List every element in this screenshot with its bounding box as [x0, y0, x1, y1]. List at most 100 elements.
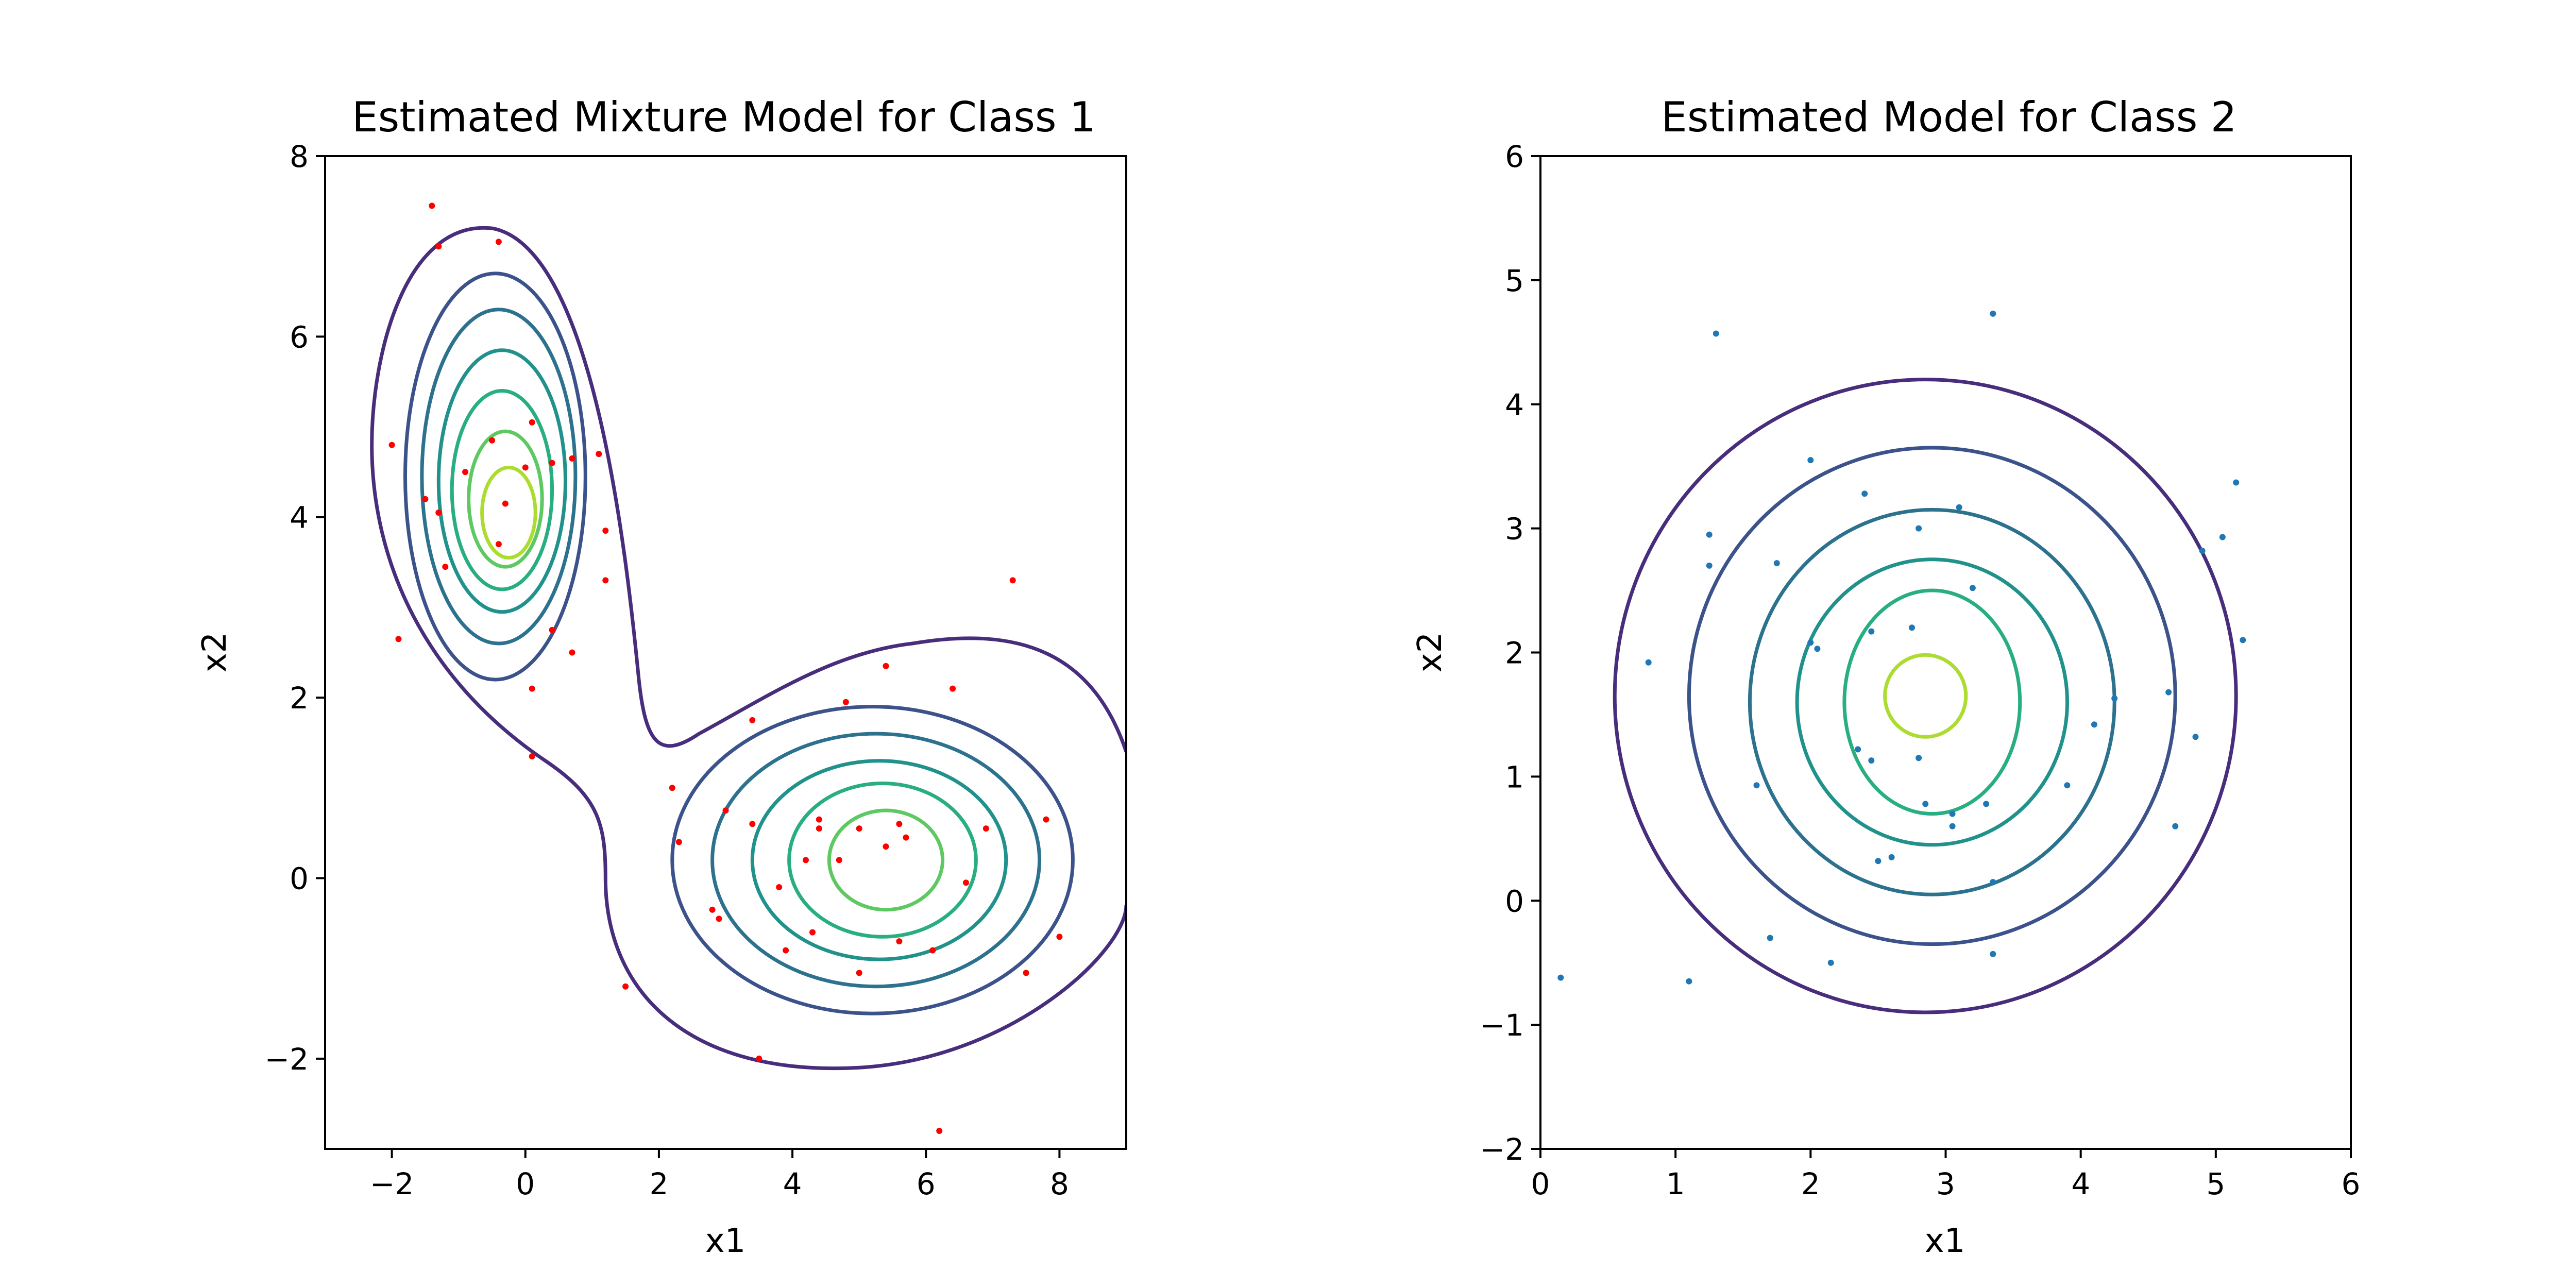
chart-2-scatter-points — [1557, 310, 2246, 985]
contour-line — [1795, 557, 2070, 847]
data-point — [395, 636, 402, 642]
data-point — [2091, 721, 2097, 728]
data-point — [1056, 934, 1063, 940]
data-point — [602, 528, 609, 534]
data-point — [2111, 695, 2118, 702]
data-point — [1949, 823, 1956, 829]
chart-class-2: Estimated Model for Class 2 0 1 2 3 4 5 6 −2 −1… — [1411, 93, 2360, 1260]
data-point — [1888, 854, 1895, 860]
data-point — [1807, 639, 1814, 646]
data-point — [1922, 801, 1929, 807]
data-point — [495, 239, 502, 245]
data-point — [1009, 577, 1016, 584]
x-tick-label: 4 — [2071, 1166, 2090, 1201]
contour-line — [1883, 653, 1968, 739]
data-point — [1855, 746, 1861, 753]
data-point — [596, 451, 602, 457]
data-point — [569, 649, 575, 656]
data-point — [809, 929, 816, 936]
chart-2-density-contours — [1613, 378, 2238, 1014]
chart-1-axes-frame — [324, 155, 1127, 1150]
contour-line — [1613, 378, 2238, 1014]
y-tick-label: 2 — [290, 681, 309, 716]
data-point — [1990, 310, 1996, 317]
x-tick-label: 2 — [1801, 1166, 1820, 1201]
contour-line — [480, 465, 537, 560]
data-point — [1969, 585, 1976, 591]
chart-2-x-axis-label: x1 — [1925, 1222, 1965, 1260]
chart-1-y-axis-label: x2 — [196, 632, 234, 673]
data-point — [1827, 959, 1834, 966]
data-point — [2165, 689, 2172, 696]
data-point — [495, 541, 502, 548]
data-point — [1909, 624, 1915, 631]
data-point — [709, 906, 716, 913]
data-point — [569, 455, 575, 462]
contour-line — [467, 429, 544, 569]
data-point — [2172, 823, 2179, 829]
data-point — [2199, 548, 2206, 554]
data-point — [675, 839, 682, 845]
y-tick-label: 0 — [1505, 884, 1524, 919]
data-point — [1706, 562, 1713, 569]
data-point — [1868, 757, 1875, 764]
data-point — [783, 947, 789, 954]
contour-line — [450, 389, 554, 591]
y-tick-label: 5 — [1505, 263, 1524, 298]
data-point — [1773, 560, 1780, 567]
x-tick-label: 5 — [2206, 1166, 2225, 1201]
data-point — [429, 202, 435, 209]
data-point — [602, 577, 609, 584]
chart-2-y-ticks: −2 −1 0 1 2 3 4 5 6 — [1480, 139, 1540, 1167]
chart-2-title: Estimated Model for Class 2 — [1661, 93, 2236, 141]
y-tick-label: 3 — [1505, 512, 1524, 547]
x-tick-label: −2 — [370, 1166, 414, 1201]
data-point — [1814, 646, 1821, 652]
data-point — [529, 419, 535, 426]
data-point — [950, 685, 956, 692]
contour-line — [670, 705, 1075, 1015]
y-tick-label: 8 — [290, 139, 309, 174]
data-point — [1875, 858, 1882, 865]
chart-class-1: Estimated Mixture Model for Class 1 −2 0 2… — [196, 93, 1127, 1260]
data-point — [856, 970, 862, 976]
y-tick-label: −2 — [265, 1042, 309, 1077]
x-tick-label: 1 — [1666, 1166, 1685, 1201]
data-point — [2064, 782, 2071, 789]
data-point — [1753, 782, 1760, 789]
x-tick-label: 3 — [1936, 1166, 1955, 1201]
data-point — [1861, 490, 1868, 497]
data-point — [816, 825, 822, 832]
data-point — [982, 825, 989, 832]
data-point — [903, 834, 909, 841]
data-point — [442, 564, 449, 570]
data-point — [1956, 504, 1962, 511]
y-tick-label: 4 — [290, 500, 309, 535]
data-point — [1916, 755, 1922, 761]
y-tick-label: 2 — [1505, 636, 1524, 671]
x-tick-label: 0 — [1531, 1166, 1550, 1201]
data-point — [1807, 457, 1814, 464]
data-point — [883, 663, 889, 669]
data-point — [2192, 734, 2199, 740]
y-tick-label: 6 — [290, 319, 309, 354]
y-tick-label: 6 — [1505, 139, 1524, 174]
data-point — [816, 816, 822, 823]
contour-line — [370, 226, 1126, 1071]
y-tick-label: −2 — [1480, 1132, 1524, 1167]
contour-line — [436, 348, 568, 614]
chart-1-x-ticks: −2 0 2 4 6 8 — [370, 1149, 1069, 1201]
chart-1-title: Estimated Mixture Model for Class 1 — [352, 93, 1096, 141]
contour-line — [787, 782, 978, 939]
data-point — [1990, 951, 1996, 957]
data-point — [529, 685, 535, 692]
y-tick-label: 0 — [290, 861, 309, 896]
data-point — [1645, 659, 1652, 666]
data-point — [388, 442, 395, 448]
data-point — [2219, 534, 2226, 540]
chart-1-density-contours — [370, 226, 1126, 1071]
data-point — [803, 857, 809, 863]
data-point — [936, 1128, 943, 1134]
data-point — [1043, 816, 1049, 823]
